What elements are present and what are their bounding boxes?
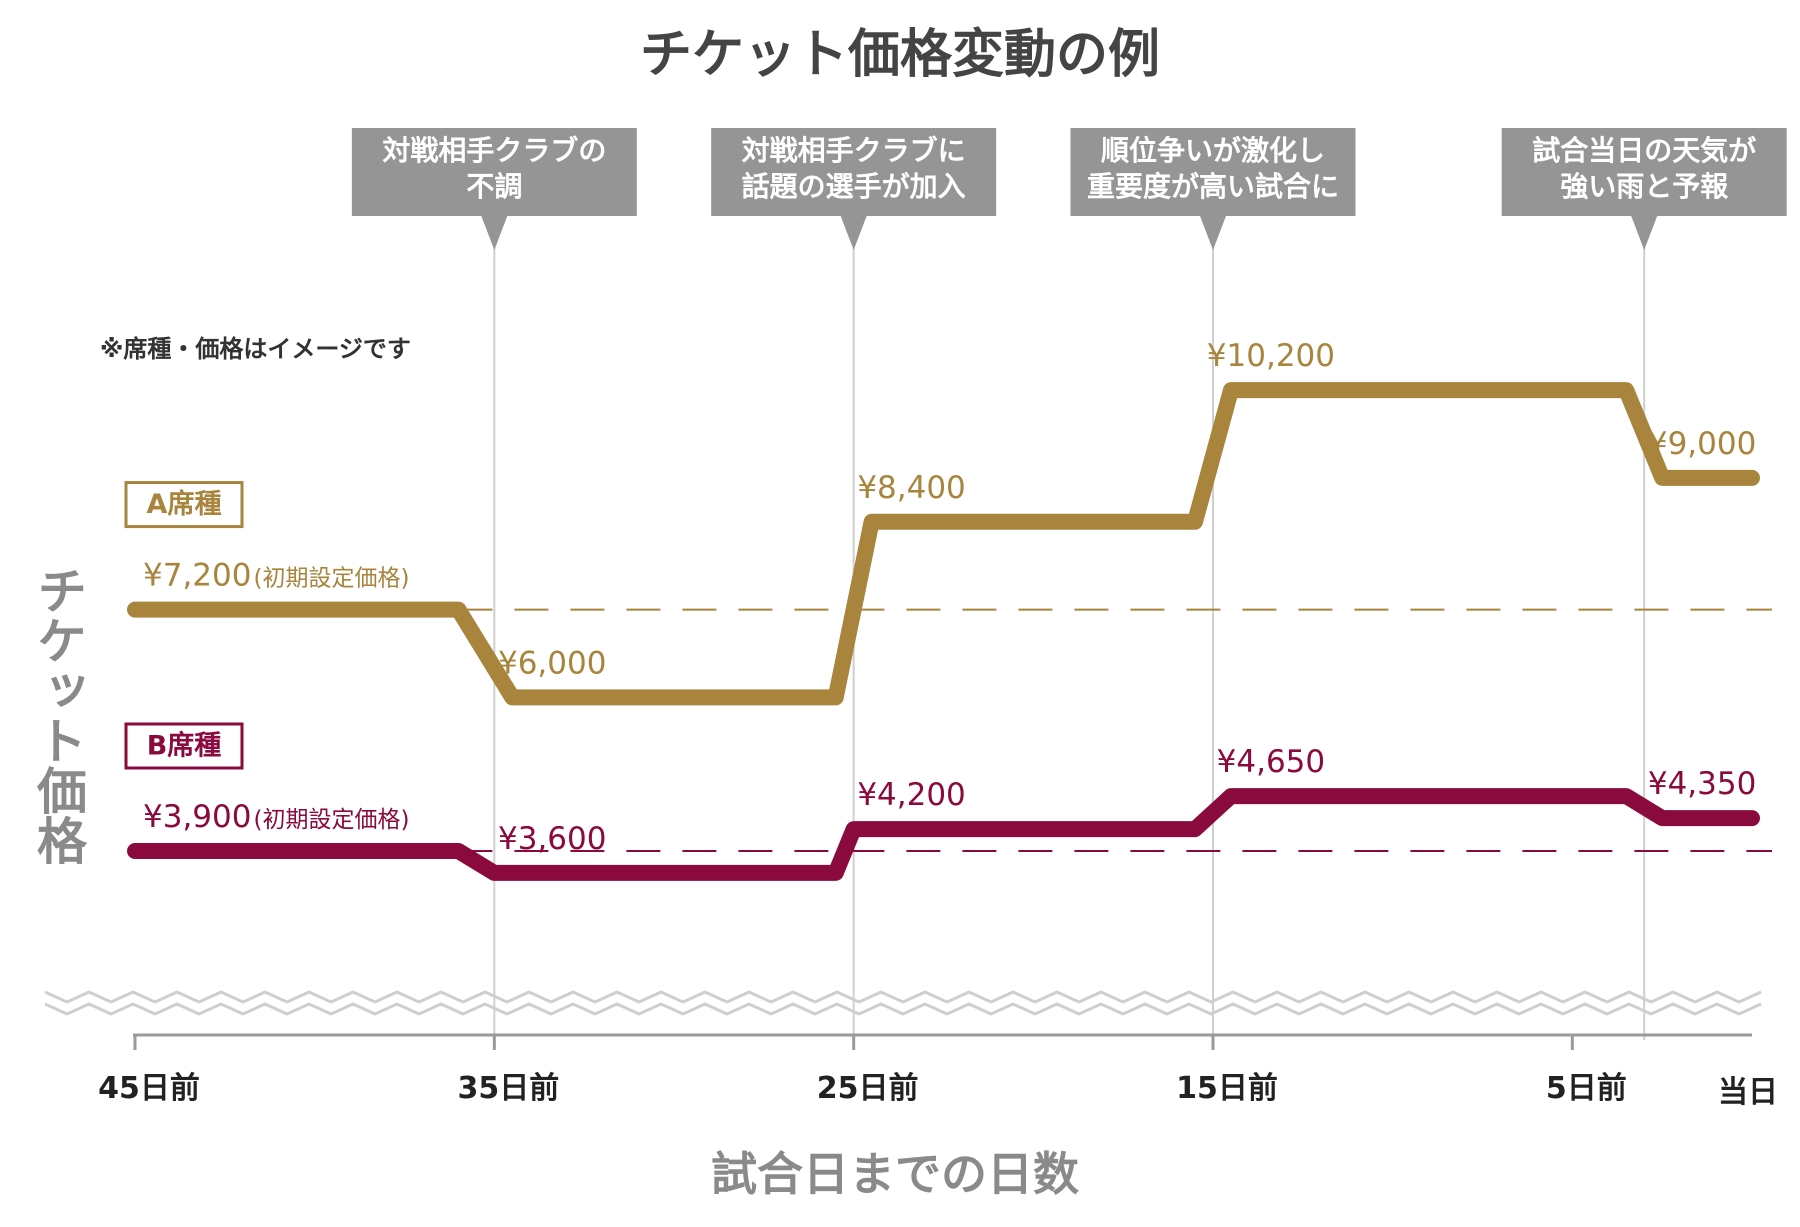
annotation-text-2-0: 順位争いが激化し [1101, 134, 1325, 167]
annotation-box-2 [1070, 128, 1356, 216]
x-tick-label-5: 当日 [1718, 1075, 1778, 1110]
price-label-1-2: ¥4,650 [1217, 744, 1325, 780]
initial-price-note-0: (初期設定価格) [253, 566, 409, 592]
x-tick-label-2: 25日前 [817, 1071, 919, 1106]
annotation-box-0 [351, 128, 637, 216]
annotation-text-0-0: 対戦相手クラブの [382, 134, 606, 167]
legend-label-1: B席種 [147, 730, 222, 762]
annotation-pointer-3 [1631, 216, 1658, 250]
x-axis: 45日前 35日前 25日前 15日前 5日前 当日 [44, 990, 1778, 1110]
x-tick-label-0: 45日前 [98, 1071, 200, 1106]
annotation-text-0-1: 不調 [466, 170, 522, 203]
series-layer: ¥6,000¥8,400¥10,200¥9,000¥7,200 (初期設定価格)A… [124, 338, 1760, 881]
annotation-text-1-1: 話題の選手が加入 [742, 170, 966, 203]
series-line-1 [127, 788, 1760, 881]
initial-price-label-0: ¥7,200 [143, 558, 251, 594]
price-label-0-0: ¥6,000 [498, 645, 606, 681]
chart-title: チケット価格変動の例 [640, 25, 1160, 85]
initial-price-reference-lines [458, 608, 1772, 852]
price-label-0-3: ¥9,000 [1648, 426, 1756, 462]
series-line-0 [127, 382, 1760, 706]
annotation-pointer-0 [481, 216, 508, 250]
x-tick-label-4: 5日前 [1546, 1071, 1627, 1106]
y-axis-title: チケット価格 [29, 565, 88, 865]
price-label-1-3: ¥4,350 [1648, 766, 1756, 802]
annotation-text-3-1: 強い雨と予報 [1560, 170, 1729, 203]
legend-label-0: A席種 [147, 488, 222, 520]
event-guide-lines [493, 240, 1646, 1040]
axis-break-wave-upper [44, 990, 1762, 1004]
legend-box-1 [124, 722, 244, 770]
annotation-box-3 [1501, 128, 1787, 216]
annotation-pointer-2 [1200, 216, 1226, 250]
annotation-text-1-0: 対戦相手クラブに [742, 134, 966, 167]
price-label-1-1: ¥4,200 [857, 777, 965, 813]
chart-note: ※席種・価格はイメージです [100, 335, 411, 363]
x-tick-label-1: 35日前 [457, 1071, 559, 1106]
x-tick-label-3: 15日前 [1176, 1071, 1278, 1106]
price-label-0-2: ¥10,200 [1207, 338, 1335, 374]
annotation-box-1 [711, 128, 997, 216]
initial-price-note-1: (初期設定価格) [253, 807, 409, 833]
annotation-pointer-1 [840, 216, 867, 250]
price-label-1-0: ¥3,600 [498, 821, 606, 857]
annotation-text-3-0: 試合当日の天気が [1532, 134, 1756, 167]
x-axis-title: 試合日までの日数 [711, 1147, 1079, 1201]
price-label-0-1: ¥8,400 [857, 470, 965, 506]
legend-box-0 [124, 481, 244, 529]
annotation-text-2-1: 重要度が高い試合に [1087, 170, 1339, 203]
initial-price-label-1: ¥3,900 [143, 799, 251, 835]
axis-break-wave-lower [44, 1002, 1762, 1016]
